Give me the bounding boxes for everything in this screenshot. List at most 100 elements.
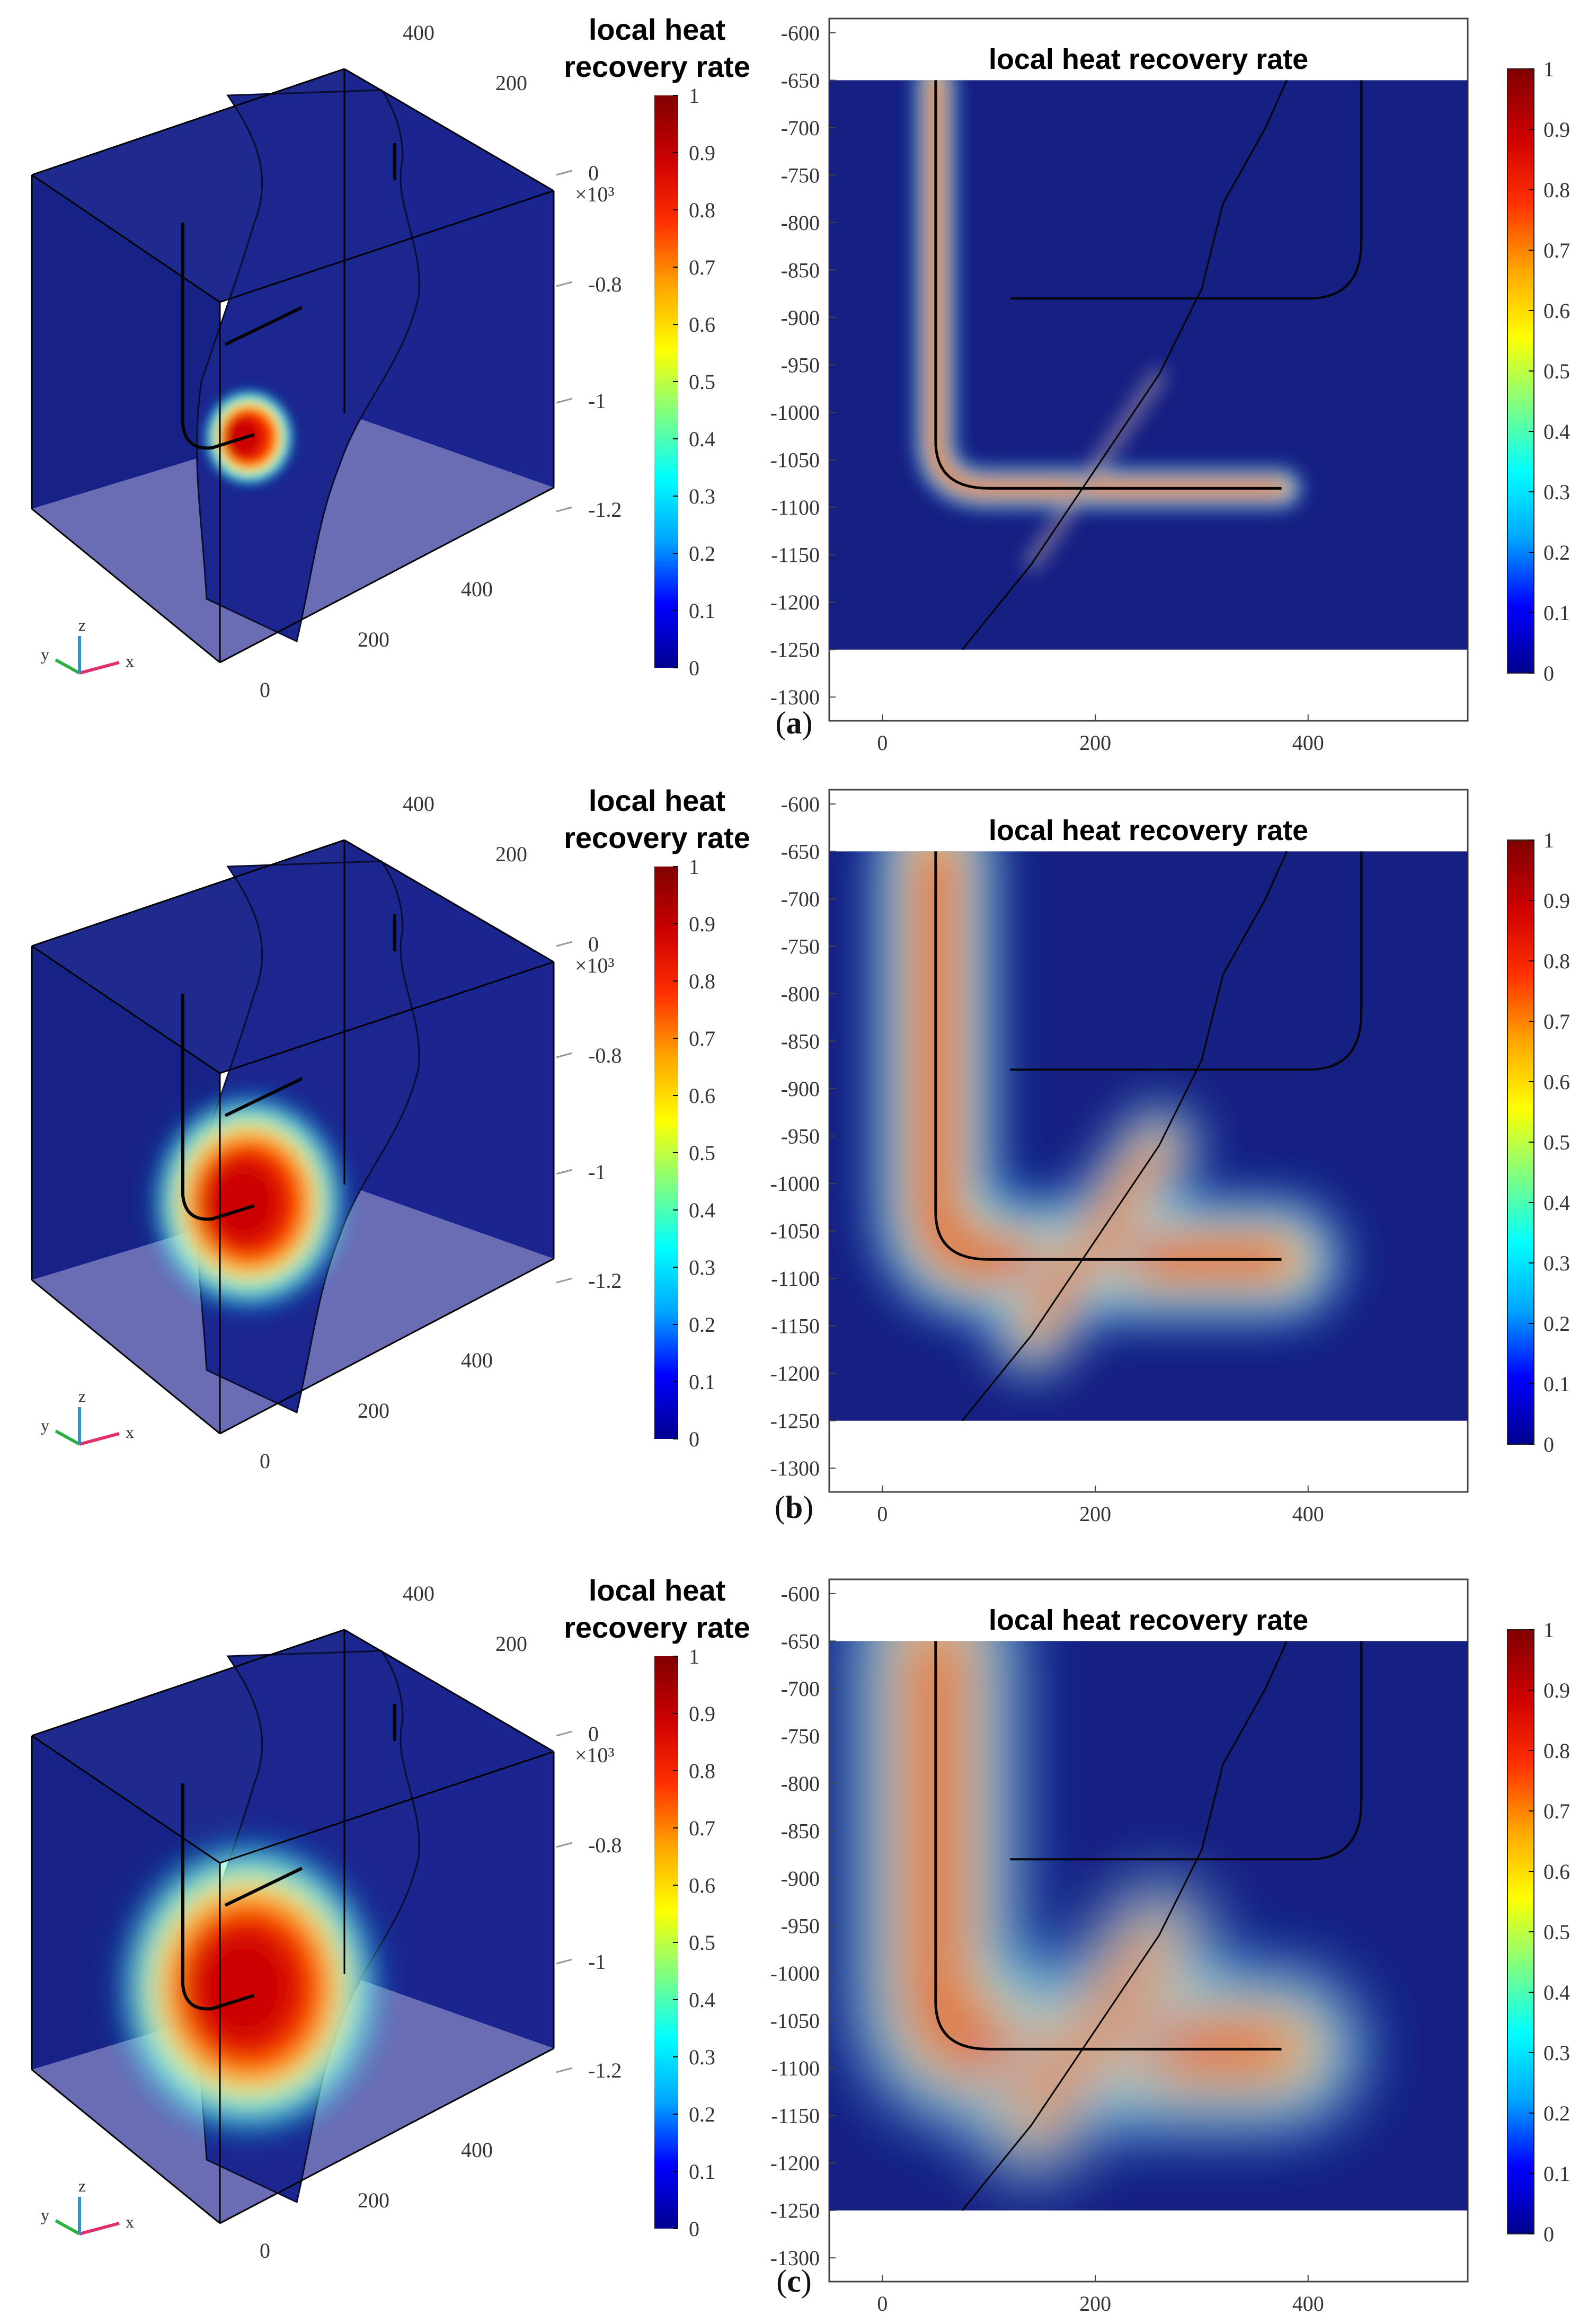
cbar2d-tick-label: 0.5: [1543, 359, 1570, 383]
plume-3d: [127, 1851, 371, 2124]
cbar3d-tick-label: 0.9: [689, 912, 715, 936]
y-tick-label: -1000: [770, 1961, 820, 1985]
block-edge: [31, 839, 345, 947]
cbar3d-title-line1: local heat: [589, 784, 725, 817]
cbar2d-tick-label: 0.7: [1543, 1799, 1570, 1823]
y-tick-label: 200: [495, 1632, 527, 1656]
production-well: [1010, 851, 1363, 1071]
z-tick-mark: [556, 397, 573, 404]
x-tick-label: 400: [461, 2138, 493, 2162]
block-edge: [31, 945, 220, 1074]
fracture-line: [961, 851, 1288, 1421]
caption-label: c: [787, 2264, 801, 2299]
cbar2d-tick-label: 0: [1543, 2222, 1554, 2246]
caption-close-paren: ): [802, 705, 813, 740]
y-tick-label: -600: [781, 1582, 820, 1606]
cbar3d-title-line1: local heat: [589, 1574, 725, 1607]
cbar3d-tick-label: 0.6: [689, 313, 715, 337]
y-tick-label: 400: [403, 792, 434, 816]
cbar3d-tick-label: 0: [689, 2217, 699, 2241]
cbar3d-tick-label: 1: [689, 84, 699, 108]
cbar3d-title-line2: recovery rate: [564, 50, 750, 83]
x-tick-label: 400: [461, 1348, 493, 1372]
z-tick-mark: [556, 506, 573, 512]
block-edge: [219, 2047, 554, 2224]
triad-y-arrow: [55, 2219, 81, 2235]
cbar3d-tick-label: 1: [689, 1645, 699, 1668]
cbar2d-tick-label: 0.2: [1543, 541, 1570, 564]
z-exponent-label: ×10³: [575, 1743, 615, 1767]
cbar3d-tick-label: 0.2: [689, 1313, 715, 1337]
panel-caption: (a): [0, 705, 1588, 741]
y-tick-label: -700: [781, 887, 820, 911]
y-tick-label: -900: [781, 306, 820, 330]
triad-y-label: y: [41, 2205, 49, 2224]
block-edge: [31, 1629, 345, 1737]
cbar2d-tick-label: 0.2: [1543, 2101, 1570, 2125]
cbar2d-tick-label: 0.9: [1543, 889, 1570, 913]
cbar3d-tick-label: 0.3: [689, 1256, 715, 1279]
cbar3d-tick-label: 0.8: [689, 969, 715, 993]
z-tick-label: -0.8: [588, 1833, 622, 1857]
z-tick-label: -1: [588, 389, 606, 413]
cbar2d-tick-label: 0.9: [1543, 1678, 1570, 1702]
cbar3d-tick-label: 0.1: [689, 599, 715, 623]
cbar2d-tick-label: 0.2: [1543, 1312, 1570, 1336]
caption-open-paren: (: [775, 705, 786, 740]
cbar3d-tick-label: 0.5: [689, 1141, 715, 1165]
cbar3d-tick-label: 0.8: [689, 1759, 715, 1783]
cbar3d-tick-label: 0.6: [689, 1874, 715, 1897]
caption-open-paren: (: [774, 1490, 785, 1525]
x-tick-label: 200: [358, 2188, 389, 2212]
cbar2d-tick-label: 0.8: [1543, 178, 1570, 202]
y-tick-label: -1050: [770, 2009, 820, 2033]
block-edge: [344, 839, 554, 963]
z-tick-mark: [556, 1277, 573, 1284]
panel-a: 0 -0.8 -1 -1.2 ×10³ 0 200 400 200 400 x y z local hea…: [0, 0, 1588, 763]
cbar2d-tick-label: 0.5: [1543, 1130, 1570, 1154]
z-tick-label: -1: [588, 1160, 606, 1184]
cbar3d-tick-label: 0.4: [689, 1198, 715, 1222]
triad-x-arrow: [79, 2222, 120, 2235]
y-tick-label: -600: [781, 792, 820, 816]
axis-triad: x y z: [41, 2176, 134, 2235]
cbar3d-tick-label: 0.5: [689, 1931, 715, 1955]
cbar2d-tick-label: 0.8: [1543, 949, 1570, 973]
cbar2d-tick-label: 0.7: [1543, 238, 1570, 262]
production-well: [1010, 1641, 1363, 1861]
z-tick-mark: [556, 1842, 573, 1848]
cbar2d-tick-label: 1: [1543, 828, 1554, 852]
panel-c: 0 -0.8 -1 -1.2 ×10³ 0 200 400 200 400 x y z local hea…: [0, 1561, 1588, 2324]
cbar3d-tick-label: 0.6: [689, 1084, 715, 1108]
caption-close-paren: ): [801, 2264, 812, 2299]
axis-triad: x y z: [41, 615, 134, 675]
y-tick-label: -850: [781, 258, 820, 282]
x-tick-label: 0: [877, 1502, 888, 1526]
y-tick-label: -750: [781, 934, 820, 958]
y-tick-label: -1250: [770, 638, 820, 662]
y-tick-label: -1000: [770, 1172, 820, 1196]
cbar2d-tick-label: 0.3: [1543, 2041, 1570, 2065]
block-edge: [31, 1735, 220, 1864]
cbar2d-tick-label: 0.1: [1543, 2162, 1570, 2186]
z-tick-label: 0: [588, 161, 599, 185]
block-edge: [219, 961, 554, 1074]
cbar2d-tick-label: 0.9: [1543, 118, 1570, 142]
cbar3d-title-line2: recovery rate: [564, 821, 750, 854]
cbar3d-tick-label: 0.1: [689, 2160, 715, 2184]
cbar2d-tick-label: 0.8: [1543, 1739, 1570, 1763]
panel-caption: (c): [0, 2263, 1588, 2300]
z-tick-label: -1.2: [588, 498, 622, 522]
z-exponent-label: ×10³: [575, 182, 615, 206]
block-edge: [219, 1751, 554, 1864]
injection-well: [934, 851, 1282, 1261]
y-tick-label: -1100: [771, 1267, 820, 1291]
cbar2d-tick-label: 0.4: [1543, 1981, 1570, 2004]
cbar3d-tick-label: 0.8: [689, 198, 715, 222]
y-tick-label: -800: [781, 211, 820, 235]
cbar2d-tick-label: 0.6: [1543, 1070, 1570, 1094]
y-tick-label: -1150: [771, 1314, 820, 1338]
